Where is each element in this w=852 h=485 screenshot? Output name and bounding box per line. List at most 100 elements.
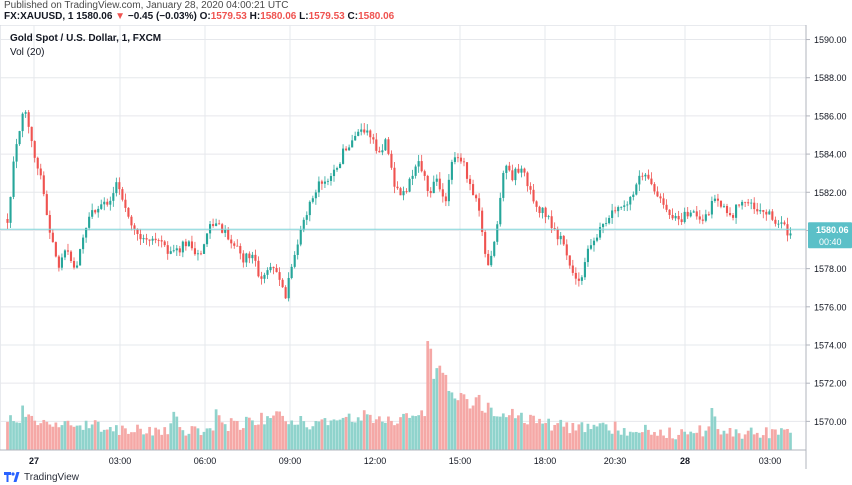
candle-body (91, 210, 94, 217)
candle-body (351, 140, 354, 148)
candle-body (719, 200, 723, 207)
volume-bar (290, 420, 294, 450)
candle-body (559, 235, 562, 240)
candle-body (39, 168, 42, 176)
volume-bar (780, 428, 783, 450)
y-tick-label: 1570.00 (814, 417, 847, 427)
candle-body (704, 214, 707, 221)
y-tick-label: 1574.00 (814, 341, 847, 351)
volume-bar (263, 424, 266, 450)
volume-bar (556, 423, 560, 450)
volume-bar (501, 413, 505, 450)
volume-bar (142, 434, 145, 450)
volume-bar (338, 419, 342, 450)
volume-bar (414, 416, 417, 450)
candle-body (438, 178, 441, 190)
candle-body (408, 178, 411, 192)
price-chart[interactable]: 1590.00 1588.00 1586.00 1584.00 1582.00 1580.… (0, 25, 852, 469)
candle-body (121, 189, 124, 200)
candle-body (653, 184, 656, 192)
volume-bar (686, 434, 690, 450)
volume-bar (124, 428, 127, 450)
volume-bars (6, 341, 792, 450)
volume-bar (87, 428, 91, 450)
candle-body (63, 250, 67, 258)
candle-body (517, 168, 520, 173)
candle-body (24, 112, 27, 114)
volume-bar (471, 405, 475, 450)
volume-bar (12, 421, 15, 450)
candle-body (411, 175, 414, 179)
candle-body (317, 181, 320, 193)
volume-bar (631, 432, 635, 450)
candle-body (426, 175, 429, 192)
x-tick-label: 03:00 (759, 456, 782, 466)
y-tick-label: 1582.00 (814, 188, 847, 198)
volume-bar (390, 420, 393, 450)
volume-bar (335, 420, 339, 450)
candle-body (190, 241, 193, 249)
candle-body (251, 254, 254, 259)
volume-bar (595, 426, 599, 450)
volume-bar (429, 348, 433, 450)
volume-bar (520, 412, 523, 450)
volume-bar (72, 426, 76, 450)
candle-body (9, 196, 12, 223)
candle-body (735, 204, 738, 218)
volume-bar (444, 374, 448, 450)
volume-bar (770, 429, 774, 450)
candle-body (656, 191, 659, 197)
volume-bar (695, 432, 699, 450)
volume-bar (9, 415, 12, 450)
volume-bar (160, 434, 164, 450)
candle-body (42, 175, 45, 195)
volume-bar (36, 425, 40, 450)
volume-bar (580, 422, 584, 450)
x-tick-label: 27 (29, 456, 39, 466)
volume-bar (323, 418, 327, 450)
candle-body (668, 209, 671, 215)
candle-body (589, 245, 593, 249)
candle-body (30, 126, 33, 142)
candle-body (459, 157, 463, 162)
volume-bar (650, 434, 653, 450)
volume-bar (6, 421, 9, 450)
volume-bar (662, 435, 665, 450)
candle-body (215, 223, 218, 226)
volume-bar (151, 435, 154, 450)
volume-bar (423, 416, 427, 450)
volume-bar (374, 419, 378, 450)
volume-bar (547, 418, 551, 450)
volume-bar (362, 410, 366, 450)
candle-body (266, 270, 269, 275)
volume-bar (637, 432, 641, 450)
candle-body (562, 235, 565, 245)
candle-body (520, 168, 523, 173)
volume-bar (356, 417, 360, 450)
candle-body (638, 175, 641, 185)
candle-body (323, 181, 326, 184)
volume-bar (187, 433, 191, 450)
candle-body (499, 197, 502, 225)
candle-body (435, 178, 438, 182)
volume-bar (78, 425, 82, 450)
volume-bar (462, 394, 466, 450)
volume-bar (447, 390, 451, 450)
volume-bar (220, 422, 224, 450)
candle-body (601, 223, 605, 228)
candle-body (771, 211, 774, 220)
volume-bar (15, 422, 18, 450)
candle-body (695, 211, 698, 217)
volume-bar (789, 432, 792, 450)
candle-body (756, 209, 759, 212)
volume-bar (550, 430, 554, 450)
volume-bar (498, 416, 502, 450)
candle-body (641, 175, 644, 177)
volume-bar (208, 428, 212, 450)
volume-bar (565, 422, 569, 450)
candle-body (384, 139, 387, 151)
volume-bar (24, 416, 28, 450)
candle-body (707, 214, 710, 216)
volume-bar (486, 402, 490, 450)
volume-bar (184, 435, 188, 450)
